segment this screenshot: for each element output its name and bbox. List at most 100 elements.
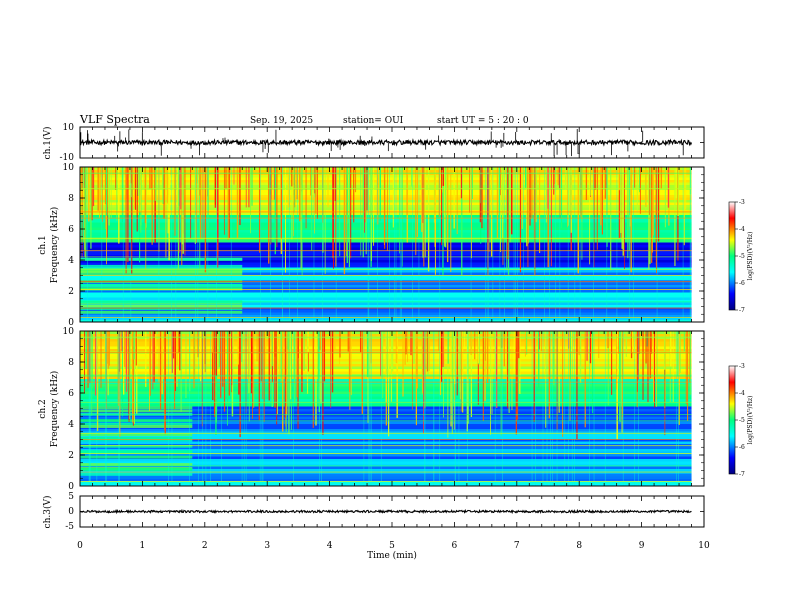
ch2-colorbar-label: log(PSD)(V²/Hz): [747, 396, 754, 445]
ch1-frequency-label: Frequency (kHz): [49, 207, 60, 284]
spectrogram-band: [80, 247, 692, 250]
ch3-waveform-ylabel: ch.3(V): [42, 496, 53, 529]
spectrogram-band: [80, 441, 692, 444]
x-tick-label: 9: [639, 541, 645, 551]
spectrogram-band: [80, 319, 692, 322]
spectrogram-band: [80, 302, 692, 305]
spectrogram-band: [80, 252, 692, 255]
spectrogram-band: [80, 453, 692, 457]
spectrogram-band: [80, 448, 692, 452]
spectrogram-band: [80, 483, 692, 486]
spectrogram-band: [80, 199, 692, 203]
ch1-spectrogram-yticks: 0 2 4 6 8 10: [63, 163, 704, 328]
x-tick-label: 4: [327, 541, 333, 551]
ch1-colorbar-label: log(PSD)(V²/Hz): [747, 232, 754, 281]
spectrogram-band: [80, 212, 692, 215]
spectrogram-emission: [80, 450, 193, 454]
y-tick-label: 4: [68, 420, 74, 430]
spectrogram-emission: [80, 422, 193, 426]
spectrogram-band: [80, 309, 692, 313]
spectrogram-band: [80, 194, 692, 198]
spectrogram-emission: [80, 257, 243, 261]
spectrogram-band: [80, 227, 692, 230]
figure-title: VLF Spectra: [79, 113, 150, 126]
spectrogram-band: [80, 202, 692, 205]
spectrogram-band: [80, 279, 692, 283]
spectrogram-band: [80, 466, 692, 469]
y-tick-label: 8: [68, 194, 74, 204]
ch2-spectrogram-image: [80, 331, 692, 486]
spectrogram-band: [80, 239, 692, 243]
spectrogram-band: [80, 428, 692, 432]
x-axis-label: Time (min): [367, 550, 417, 561]
colorbar-tick-label: -4: [739, 226, 745, 233]
spectrogram-band: [80, 443, 692, 447]
ch1-colorbar-ticks: -3 -4 -5 -6 -7: [735, 199, 745, 314]
spectrogram-band: [80, 277, 692, 280]
y-tick-label: 6: [68, 389, 74, 399]
y-tick-label: 0: [68, 482, 74, 492]
x-tick-label: 1: [140, 541, 146, 551]
y-tick-label: 8: [68, 358, 74, 368]
spectrogram-emission: [80, 270, 243, 273]
spectrogram-band: [80, 272, 692, 275]
spectrogram-emission: [80, 284, 243, 287]
x-tick-label: 2: [202, 541, 208, 551]
spectrogram-emission: [80, 437, 193, 441]
spectrogram-emission: [80, 304, 243, 308]
x-tick-label: 3: [264, 541, 270, 551]
spectrogram-band: [80, 446, 692, 449]
spectrogram-band: [80, 471, 692, 474]
spectrogram-emission: [80, 287, 243, 291]
spectrogram-band: [80, 204, 692, 208]
spectrogram-emission: [80, 307, 243, 310]
spectrogram-band: [80, 433, 692, 437]
spectrogram-band: [80, 167, 692, 170]
colorbar-tick-label: -4: [739, 390, 745, 397]
ch2-frequency-label: Frequency (kHz): [49, 371, 60, 448]
spectrogram-band: [80, 229, 692, 233]
x-tick-label: 10: [698, 541, 710, 551]
spectrogram-band: [80, 214, 692, 218]
spectrogram-band: [80, 478, 692, 482]
spectrogram-band: [80, 254, 692, 258]
y-tick-label: 0: [68, 318, 74, 328]
colorbar-tick-label: -3: [739, 199, 745, 206]
spectrogram-band: [80, 282, 692, 285]
spectrogram-emission: [80, 264, 243, 268]
ch1-ytick-bottom: -10: [60, 153, 75, 163]
spectrogram-band: [80, 259, 692, 263]
x-tick-label: 7: [514, 541, 520, 551]
spectrogram-band: [80, 222, 692, 225]
spectrogram-band: [80, 287, 692, 290]
spectrogram-band: [80, 292, 692, 295]
spectrogram-band: [80, 264, 692, 268]
spectrogram-emission: [80, 468, 193, 471]
ch2-spectrogram-ylabel: ch.2: [38, 399, 48, 418]
colorbar-tick-label: -6: [739, 280, 745, 287]
spectrogram-band: [80, 267, 692, 270]
spectrogram-emission: [80, 272, 243, 276]
y-tick-label: 10: [63, 327, 75, 337]
ch1-spectrogram-ylabel: ch.1: [38, 235, 48, 254]
colorbar-tick-label: -5: [739, 253, 745, 260]
header-start-time: start UT = 5 : 20 : 0: [437, 116, 529, 126]
spectrogram-band: [80, 481, 692, 484]
colorbar-tick-label: -6: [739, 444, 745, 451]
ch1-spectrogram-image: [80, 167, 692, 322]
spectrogram-band: [80, 274, 692, 278]
spectrogram-band: [80, 219, 692, 223]
spectrogram-band: [80, 431, 692, 434]
spectrogram-band: [80, 207, 692, 210]
spectrogram-emission: [80, 310, 243, 314]
x-tick-label: 8: [576, 541, 582, 551]
y-tick-label: 2: [68, 451, 74, 461]
spectrogram-band: [80, 184, 692, 188]
colorbar-tick-label: -7: [739, 307, 745, 314]
spectrogram-band: [80, 289, 692, 293]
spectrogram-emission: [80, 472, 193, 476]
spectrogram-band: [80, 299, 692, 303]
